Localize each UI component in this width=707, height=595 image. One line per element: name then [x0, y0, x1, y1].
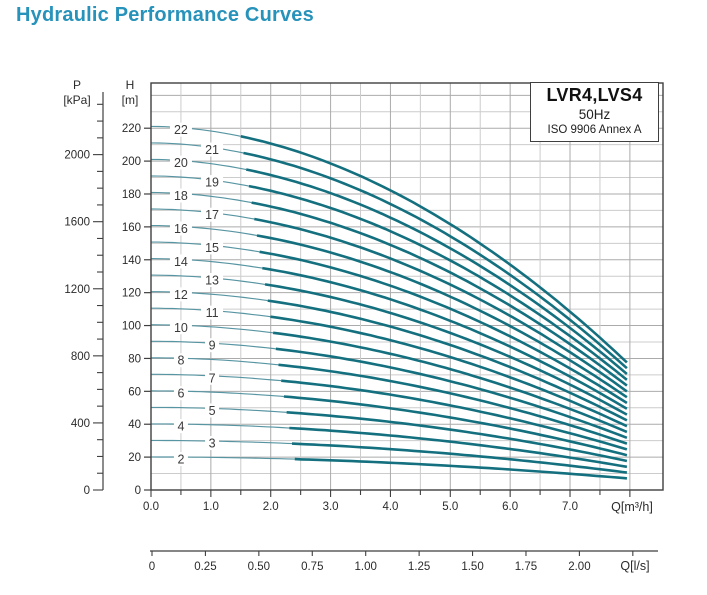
pump-curve-5 [151, 406, 628, 463]
pump-curve-3 [151, 439, 628, 474]
svg-text:40: 40 [128, 419, 141, 431]
svg-text:7.0: 7.0 [562, 501, 578, 513]
curve-label-22: 22 [174, 123, 188, 137]
model-frequency: 50Hz [578, 107, 611, 122]
pump-curve-9 [151, 340, 628, 440]
pump-curve-22 [150, 125, 628, 364]
flow-ls-axis: 0 0.25 0.50 0.75 1.00 1.25 1.50 1.75 2.00 [149, 550, 658, 573]
svg-text:4.0: 4.0 [382, 501, 398, 513]
curve-label-10: 10 [174, 321, 188, 335]
pump-curve-20 [151, 158, 628, 375]
svg-text:5.0: 5.0 [442, 501, 458, 513]
svg-text:1.25: 1.25 [408, 561, 430, 573]
svg-text:2.0: 2.0 [263, 501, 279, 513]
pump-curve-8 [151, 357, 628, 445]
svg-text:0: 0 [149, 561, 155, 573]
svg-text:1.75: 1.75 [515, 561, 537, 573]
svg-text:1.00: 1.00 [355, 561, 377, 573]
svg-text:0.50: 0.50 [248, 561, 270, 573]
head-axis-title: H [125, 78, 135, 92]
svg-text:1.50: 1.50 [461, 561, 483, 573]
plot-frame [150, 82, 664, 491]
curve-label-7: 7 [209, 371, 216, 385]
svg-text:800: 800 [71, 351, 90, 363]
curve-label-15: 15 [205, 241, 219, 255]
flow-m3h-axis: 0.0 1.0 2.0 3.0 4.0 5.0 6.0 7.0 [143, 490, 631, 513]
svg-text:2.00: 2.00 [568, 561, 590, 573]
pressure-axis: 0 400 800 1200 1600 2000 [64, 92, 104, 497]
svg-text:200: 200 [122, 156, 141, 168]
svg-text:180: 180 [122, 189, 141, 201]
svg-text:20: 20 [128, 452, 141, 464]
pump-curve-16 [151, 225, 628, 399]
svg-text:6.0: 6.0 [502, 501, 518, 513]
curve-labels: 2 3 4 5 6 7 8 9 10 11 12 13 14 15 16 17 18 19 20 21 22 [169, 122, 224, 467]
model-info-box: LVR4,LVS4 50Hz ISO 9906 Annex A [530, 82, 659, 142]
pressure-axis-unit: [kPa] [63, 93, 91, 107]
svg-text:0: 0 [135, 485, 141, 497]
svg-text:400: 400 [71, 418, 90, 430]
flow-ls-unit-label: Q[l/s] [620, 559, 650, 573]
model-name: LVR4,LVS4 [546, 85, 643, 105]
curve-label-16: 16 [174, 222, 188, 236]
pump-curve-21 [150, 142, 628, 370]
curve-label-18: 18 [174, 189, 188, 203]
curve-label-9: 9 [209, 339, 216, 353]
svg-text:1.0: 1.0 [203, 501, 219, 513]
svg-text:3.0: 3.0 [323, 501, 339, 513]
pump-curve-2 [150, 456, 628, 480]
svg-text:1600: 1600 [64, 217, 90, 229]
curve-label-12: 12 [174, 288, 188, 302]
svg-text:160: 160 [122, 222, 141, 234]
head-axis: 0 20 40 60 80 100 120 140 160 180 200 220 [122, 123, 151, 497]
pump-curve-18 [150, 191, 628, 387]
flow-m3h-unit-label: Q[m³/h] [611, 500, 653, 514]
svg-text:0: 0 [84, 485, 90, 497]
svg-text:100: 100 [122, 321, 141, 333]
svg-text:0.25: 0.25 [194, 561, 216, 573]
svg-text:140: 140 [122, 255, 141, 267]
curve-label-11: 11 [206, 306, 219, 320]
curve-label-4: 4 [177, 420, 184, 434]
pump-curve-7 [151, 373, 628, 451]
page-title: Hydraulic Performance Curves [16, 4, 314, 26]
svg-text:2000: 2000 [64, 150, 90, 162]
curve-label-14: 14 [174, 255, 188, 269]
head-axis-unit: [m] [121, 93, 139, 107]
svg-text:120: 120 [122, 288, 141, 300]
curve-label-6: 6 [177, 387, 184, 401]
curve-label-2: 2 [177, 453, 184, 467]
curve-label-17: 17 [205, 208, 219, 222]
curve-label-13: 13 [205, 273, 219, 287]
model-standard: ISO 9906 Annex A [547, 124, 642, 136]
curve-label-3: 3 [209, 437, 216, 451]
pump-curve-6 [150, 390, 628, 457]
curve-label-21: 21 [205, 143, 219, 157]
svg-text:220: 220 [122, 123, 141, 135]
curve-label-8: 8 [177, 354, 184, 368]
svg-text:0.75: 0.75 [301, 561, 323, 573]
svg-text:80: 80 [128, 353, 141, 365]
curve-label-19: 19 [205, 176, 219, 190]
svg-text:1200: 1200 [64, 284, 90, 296]
svg-text:60: 60 [128, 386, 141, 398]
pressure-axis-title: P [72, 78, 81, 92]
curve-label-20: 20 [174, 156, 188, 170]
curve-label-5: 5 [209, 404, 216, 418]
svg-text:0.0: 0.0 [143, 501, 159, 513]
